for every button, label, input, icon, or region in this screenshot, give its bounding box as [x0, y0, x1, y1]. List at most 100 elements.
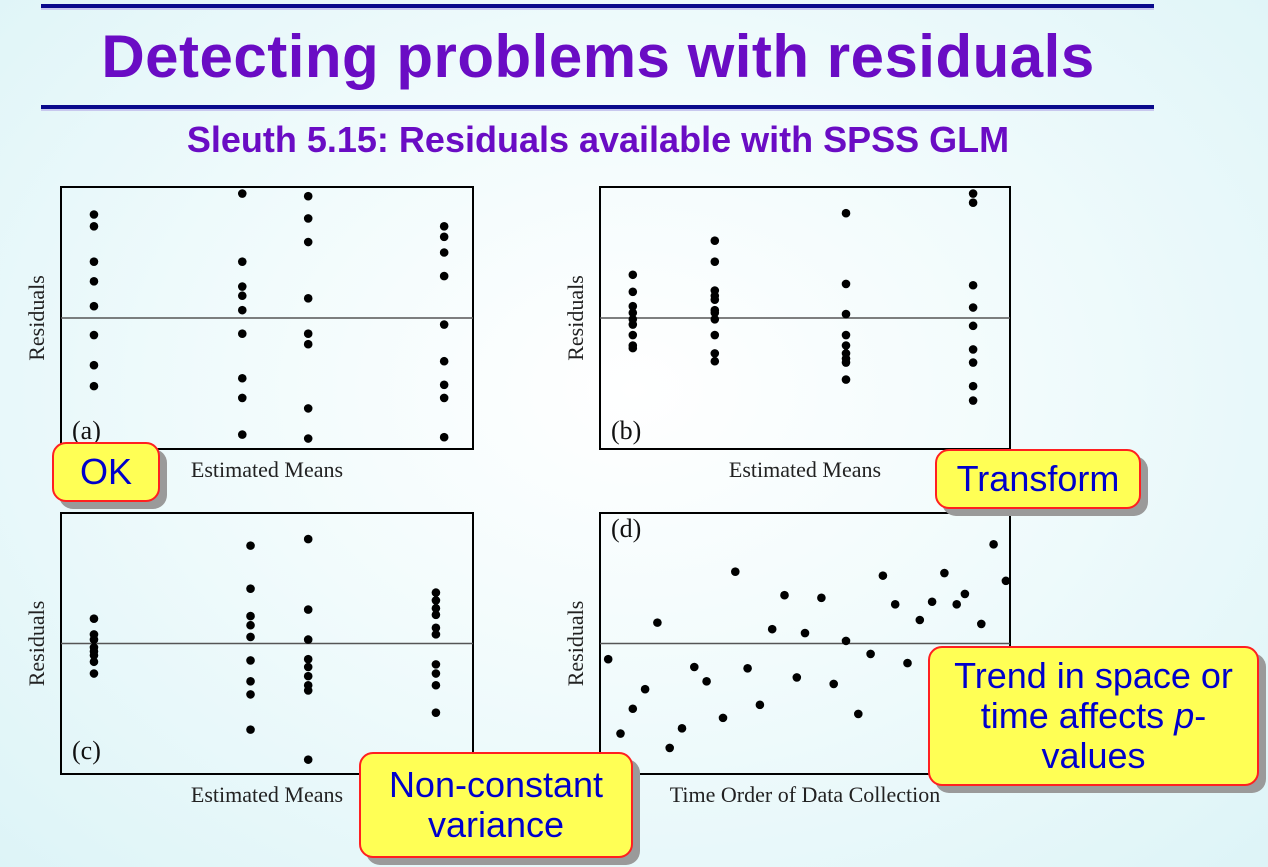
data-point — [431, 630, 441, 639]
data-point — [968, 358, 978, 367]
data-point — [968, 321, 978, 331]
callout-variance-line2: variance — [427, 804, 565, 845]
callout-ok-text: OK — [79, 450, 132, 492]
data-point — [237, 329, 247, 339]
data-point — [303, 434, 313, 443]
data-point — [237, 373, 247, 383]
data-point — [303, 654, 313, 664]
data-point — [628, 704, 638, 714]
data-point — [431, 623, 441, 633]
data-point — [439, 432, 449, 442]
data-point — [303, 686, 313, 695]
data-point — [952, 600, 961, 609]
data-point — [431, 603, 441, 613]
data-point — [431, 669, 441, 678]
x-axis-label: Estimated Means — [191, 782, 343, 807]
data-point — [303, 294, 313, 303]
data-point — [89, 381, 99, 391]
x-axis-label: Time Order of Data Collection — [670, 782, 940, 807]
panel-tag: (d) — [611, 514, 641, 543]
callout-trend-line2a: time affects — [980, 694, 1175, 736]
data-point — [677, 724, 687, 733]
data-point — [431, 708, 441, 717]
panel-d: (d) Time Order of Data Collection Residual… — [563, 512, 1011, 807]
data-point — [800, 628, 810, 638]
data-point — [710, 356, 720, 366]
data-point — [431, 596, 441, 605]
data-point — [237, 305, 247, 315]
data-point — [246, 656, 255, 665]
data-point — [653, 618, 662, 627]
callout-trend-line2c: - — [1194, 694, 1207, 736]
data-point — [439, 271, 449, 281]
data-point — [603, 654, 613, 664]
panel-tag: (b) — [611, 416, 641, 445]
panel-b: (b) Estimated Means Residuals — [563, 186, 1011, 482]
data-point — [237, 257, 247, 266]
data-point — [303, 329, 313, 339]
data-point — [303, 214, 313, 223]
data-point — [246, 620, 255, 630]
data-point — [968, 198, 978, 208]
data-point — [628, 301, 638, 311]
callout-trend: Trend in space or time affects p- values — [928, 646, 1259, 786]
data-point — [710, 330, 720, 340]
data-point — [710, 315, 720, 324]
x-axis-label: Estimated Means — [729, 457, 881, 482]
title-underline — [41, 105, 1154, 109]
data-point — [989, 540, 998, 549]
callout-transform-text: Transform — [956, 457, 1120, 499]
data-point — [767, 624, 777, 634]
data-point — [431, 588, 441, 597]
data-point — [246, 584, 255, 593]
data-point — [890, 600, 900, 609]
data-point — [780, 590, 789, 600]
data-point — [246, 632, 255, 642]
data-point — [439, 248, 449, 257]
data-point — [960, 589, 970, 599]
x-axis-label: Estimated Means — [191, 457, 343, 482]
data-point — [303, 635, 313, 644]
callout-nonconstant-variance: Non-constant variance — [359, 752, 633, 858]
data-point — [968, 345, 978, 354]
data-point — [439, 356, 449, 366]
data-point — [89, 210, 99, 219]
data-point — [878, 571, 888, 580]
data-point — [743, 663, 752, 673]
data-point — [237, 282, 247, 291]
data-point — [665, 743, 674, 753]
data-point — [439, 393, 449, 403]
data-point — [303, 662, 313, 672]
data-point — [710, 257, 720, 266]
data-point — [841, 375, 851, 384]
data-point — [303, 237, 313, 247]
data-point — [731, 567, 740, 577]
data-point — [89, 360, 99, 370]
data-point — [431, 660, 441, 669]
data-point — [690, 662, 699, 672]
callout-trend-line2: time affects p- — [980, 694, 1207, 736]
data-point — [303, 755, 313, 764]
data-point — [968, 381, 978, 391]
data-point — [841, 358, 851, 367]
data-point — [89, 635, 99, 644]
data-point — [940, 568, 949, 578]
data-point — [628, 330, 638, 340]
data-point — [616, 729, 625, 738]
data-point — [903, 658, 912, 668]
data-point — [246, 677, 255, 686]
y-axis-label: Residuals — [563, 601, 588, 687]
callout-trend-line1: Trend in space or — [954, 654, 1233, 696]
data-point — [628, 270, 638, 280]
data-point — [817, 593, 826, 603]
data-point — [439, 222, 449, 231]
slide-subtitle: Sleuth 5.15: Residuals available with SP… — [186, 119, 1010, 160]
data-point — [841, 330, 851, 340]
data-point — [237, 291, 247, 301]
data-point — [246, 541, 255, 550]
data-point — [640, 684, 650, 694]
data-point — [439, 320, 449, 329]
data-point — [237, 189, 247, 198]
data-point — [718, 713, 728, 723]
data-point — [1001, 576, 1011, 586]
